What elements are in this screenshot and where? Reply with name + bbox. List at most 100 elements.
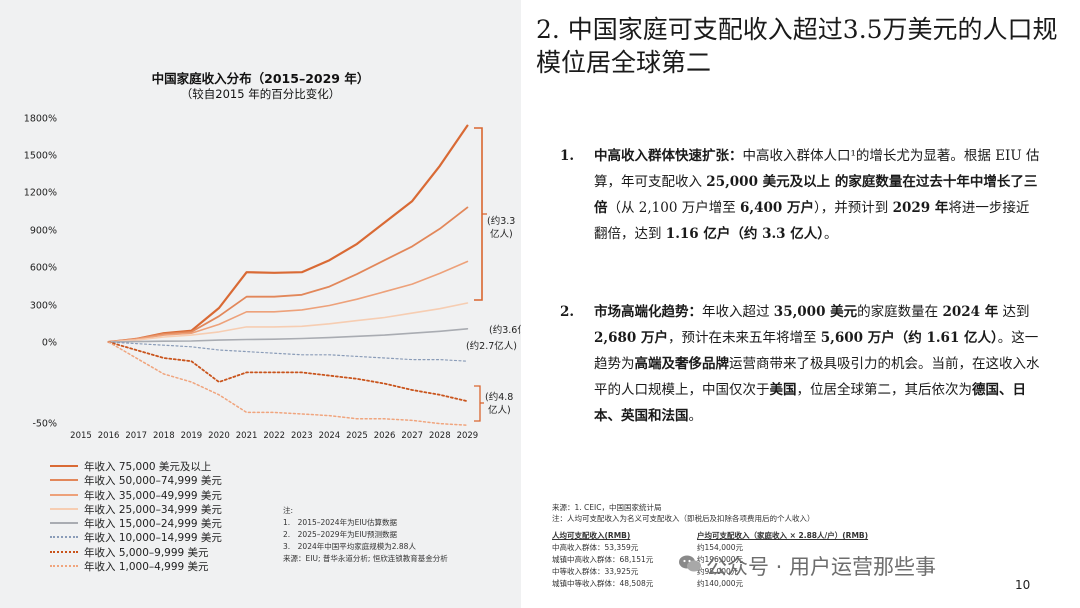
y-tick-label: 900% xyxy=(30,226,57,237)
chart-notes: 注: 1. 2015–2024年为EIU估算数据 2. 2025–2029年为E… xyxy=(283,505,448,565)
x-tick-label: 2027 xyxy=(401,431,423,441)
annotation: (约3.6亿人) xyxy=(489,324,521,336)
watermark: 公众号 · 用户运营那些事 xyxy=(679,551,937,581)
legend-swatch xyxy=(50,522,78,525)
legend-label: 年收入 50,000–74,999 美元 xyxy=(84,475,222,488)
text-run: ，位居全球第二，其后依次为 xyxy=(796,382,973,398)
bracket-top xyxy=(474,127,483,301)
y-tick-label: 1200% xyxy=(24,188,57,199)
y-tick-label: 300% xyxy=(30,301,57,312)
series-line xyxy=(107,341,469,426)
table-cell: 中高收入群体：53,359元 xyxy=(552,543,639,552)
chart-title: 中国家庭收入分布（2015–2029 年） xyxy=(151,71,370,86)
series-line xyxy=(107,260,469,343)
legend-swatch xyxy=(50,550,78,553)
highlight: 美国 xyxy=(769,382,797,398)
table-cell: 约196,000元 xyxy=(697,555,744,564)
legend-swatch xyxy=(50,507,78,510)
legend-swatch xyxy=(50,493,78,496)
legend-label: 年收入 5,000–9,999 美元 xyxy=(84,546,209,559)
highlight: 6,400 万户 xyxy=(740,200,815,216)
legend-swatch xyxy=(50,479,78,482)
note-line: 1. 2015–2024年为EIU估算数据 xyxy=(283,518,398,527)
highlight: 的家庭数量在过去十年中增长了三倍 xyxy=(594,174,1038,216)
text-run: 。 xyxy=(824,226,838,242)
text-run: 将进一步接近翻倍，达到 xyxy=(594,200,1030,242)
table-header: 人均可支配收入(RMB) xyxy=(552,531,631,540)
legend-label: 年收入 75,000 美元及以上 xyxy=(84,461,212,473)
text-run: 年收入超过 xyxy=(702,304,774,320)
y-tick-label: 1800% xyxy=(24,114,57,125)
x-tick-label: 2019 xyxy=(181,431,203,441)
legend-swatch xyxy=(50,565,78,568)
bracket-bottom xyxy=(474,385,481,422)
chart-subtitle: （较自2015 年的百分比变化） xyxy=(180,87,341,101)
y-tick-label: 1500% xyxy=(24,151,57,162)
bullet-1: 1. 中高收入群体快速扩张：中高收入群体人口¹的增长尤为显著。根据 EIU 估算… xyxy=(560,143,1040,247)
text-run: ，预计在未来五年将增至 xyxy=(667,330,821,346)
y-tick-label: 0% xyxy=(42,338,57,349)
bullet-label: 中高收入群体快速扩张： xyxy=(594,148,743,164)
note-line: 3. 2024年中国平均家庭规模为2.88人 xyxy=(283,542,416,551)
annotation: (约4.8 xyxy=(485,391,513,403)
highlight: 2,680 万户 xyxy=(594,330,668,346)
y-tick-label: 600% xyxy=(30,263,57,274)
x-tick-label: 2026 xyxy=(374,431,396,441)
table-header: 户均可支配收入（家庭收入 × 2.88人/户）(RMB) xyxy=(697,531,869,540)
bullet-number: 2. xyxy=(560,304,575,320)
note-line: 来源：EIU; 普华永道分析; 恒欣连锁教育基金分析 xyxy=(283,554,448,563)
line-chart: 1800% 1500% 1200% 900% 600% 300% 0% -50% 2015 201… xyxy=(24,114,521,442)
bullet-2: 2. 市场高端化趋势：年收入超过 35,000 美元的家庭数量在 2024 年 … xyxy=(560,299,1040,429)
legend-label: 年收入 25,000–34,999 美元 xyxy=(84,503,222,516)
x-tick-label: 2029 xyxy=(457,431,479,441)
legend-label: 年收入 1,000–4,999 美元 xyxy=(84,561,209,574)
series-line xyxy=(108,341,468,362)
annotation: 亿人) xyxy=(488,404,511,416)
series-line xyxy=(107,302,469,343)
source-line: 注：人均可支配收入为名义可支配收入（即税后及扣除各项费用后的个人收入） xyxy=(552,514,815,523)
highlight: 2024 年 xyxy=(942,304,999,320)
watermark-text: 公众号 · 用户运营那些事 xyxy=(706,555,937,579)
sources: 来源：1. CEIC，中国国家统计局 注：人均可支配收入为名义可支配收入（即税后… xyxy=(552,502,815,524)
bullet-body: 中高收入群体快速扩张：中高收入群体人口¹的增长尤为显著。根据 EIU 估算，年可… xyxy=(594,143,1040,247)
table-cell: 城镇中高收入群体：68,151元 xyxy=(552,555,654,564)
series-line xyxy=(107,328,469,343)
source-line: 来源：1. CEIC，中国国家统计局 xyxy=(552,503,662,512)
x-tick-label: 2020 xyxy=(208,431,230,441)
page-number: 10 xyxy=(1015,578,1031,592)
x-tick-label: 2017 xyxy=(125,431,147,441)
highlight: 1.16 亿户（约 3.3 亿人） xyxy=(665,226,825,242)
table-cell: 约98,000元 xyxy=(697,567,739,576)
x-tick-label: 2015 xyxy=(70,431,92,441)
highlight: 高端及奢侈品牌 xyxy=(634,356,730,372)
table-cell: 约140,000元 xyxy=(697,579,744,588)
annotation: (约3.3 xyxy=(487,215,515,227)
legend-label: 年收入 35,000–49,999 美元 xyxy=(84,489,222,502)
wechat-icon xyxy=(679,555,701,572)
highlight: 35,000 美元 xyxy=(773,304,858,320)
text-run: 运营商带来了极具吸引力的机会。当前，在这收入水平的人口规模上，中国仅次于 xyxy=(594,356,1040,398)
legend-label: 年收入 10,000–14,999 美元 xyxy=(84,532,222,545)
series-line xyxy=(107,341,469,403)
x-tick-label: 2016 xyxy=(98,431,120,441)
highlight: 25,000 美元及以上 xyxy=(706,174,831,190)
highlight: 德国、日本、英国和法国 xyxy=(594,382,1026,424)
legend-label: 年收入 15,000–24,999 美元 xyxy=(84,518,222,531)
bullet-label: 市场高端化趋势： xyxy=(594,304,702,320)
text-run: 的家庭数量在 xyxy=(857,304,943,320)
highlight: 2029 年 xyxy=(892,200,949,216)
table-cell: 城镇中等收入群体：48,508元 xyxy=(552,579,654,588)
bullet-body: 市场高端化趋势：年收入超过 35,000 美元的家庭数量在 2024 年 达到 … xyxy=(594,299,1040,429)
x-tick-label: 2024 xyxy=(319,431,341,441)
x-tick-label: 2018 xyxy=(153,431,175,441)
text-run: 。这一趋势为 xyxy=(594,330,1039,372)
series-line xyxy=(107,206,469,343)
text-run: （从 2,100 万户增至 xyxy=(607,200,741,216)
text-run: 达到 xyxy=(998,304,1030,320)
annotation: (约2.7亿人) xyxy=(466,340,517,352)
x-tick-label: 2028 xyxy=(429,431,451,441)
series-line xyxy=(107,124,469,344)
note-line: 注: xyxy=(283,506,294,515)
x-tick-label: 2021 xyxy=(236,431,258,441)
x-tick-label: 2025 xyxy=(346,431,368,441)
